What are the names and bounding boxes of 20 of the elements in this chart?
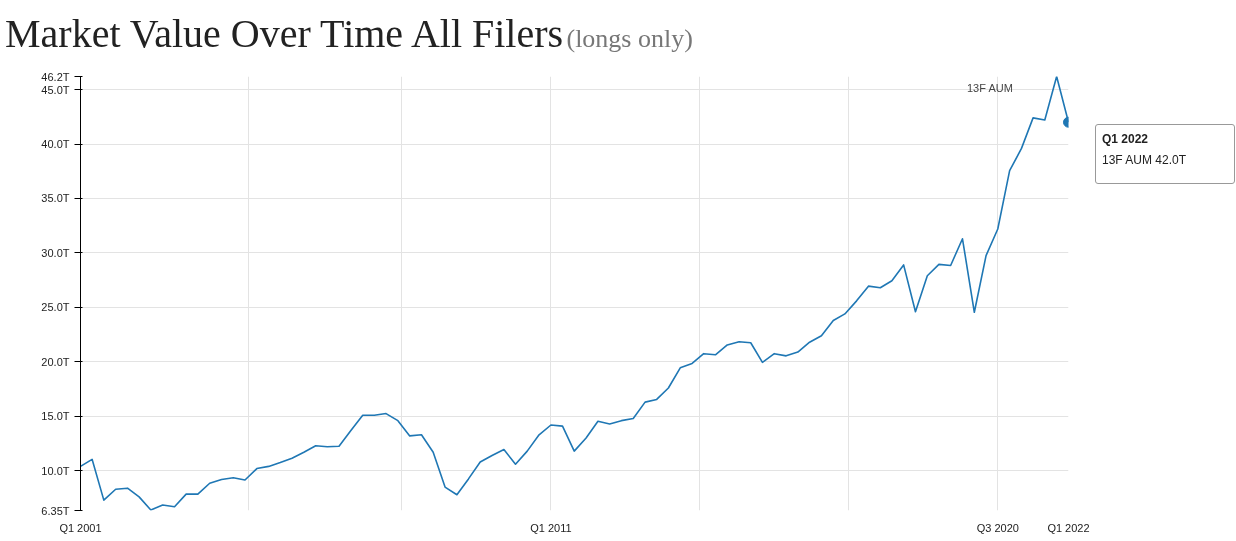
annotation: Q1 2022 [1102, 131, 1150, 148]
y-tick-label: 30.0T [41, 246, 70, 259]
y-tick-label: 20.0T [41, 355, 70, 368]
y-tick-label: 15.0T [41, 410, 70, 423]
x-tick-label: Q3 2020 [976, 521, 1019, 534]
y-tick-label: 25.0T [41, 301, 70, 314]
y-tick-label: 35.0T [41, 192, 70, 205]
chart-subtitle: (longs only) [566, 24, 693, 53]
y-tick-label: 6.35T [41, 504, 70, 517]
x-tick-label: Q1 2022 [1047, 521, 1090, 534]
line-series [80, 76, 1069, 511]
text: 13F AUM 42.0T [1102, 152, 1187, 170]
y-tick-label: 46.2T [41, 70, 70, 83]
y-tick-label: 45.0T [41, 83, 70, 96]
x-tick-label: Q1 2001 [59, 521, 102, 534]
y-tick-label: 40.0T [41, 138, 70, 151]
y-tick-label: 10.0T [41, 464, 70, 477]
x-tick-label: Q1 2011 [530, 521, 572, 534]
text: 13F AUM [967, 82, 1013, 94]
chart-title: Market Value Over Time All Filers [5, 11, 564, 56]
